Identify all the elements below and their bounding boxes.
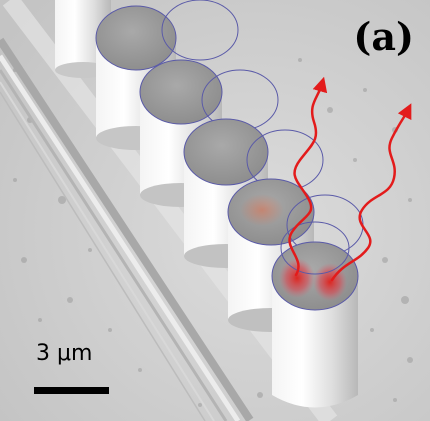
micropillar <box>161 0 239 61</box>
substrate-pits <box>13 58 413 407</box>
emission-arrows <box>288 76 412 282</box>
scale-bar-label: 3 μm <box>36 341 93 366</box>
wavy-arrow-icon <box>330 103 412 282</box>
wavy-arrow-icon <box>288 76 328 277</box>
scale-bar <box>34 387 109 394</box>
panel-label: (a) <box>353 14 414 59</box>
micropillar-array <box>55 0 364 408</box>
